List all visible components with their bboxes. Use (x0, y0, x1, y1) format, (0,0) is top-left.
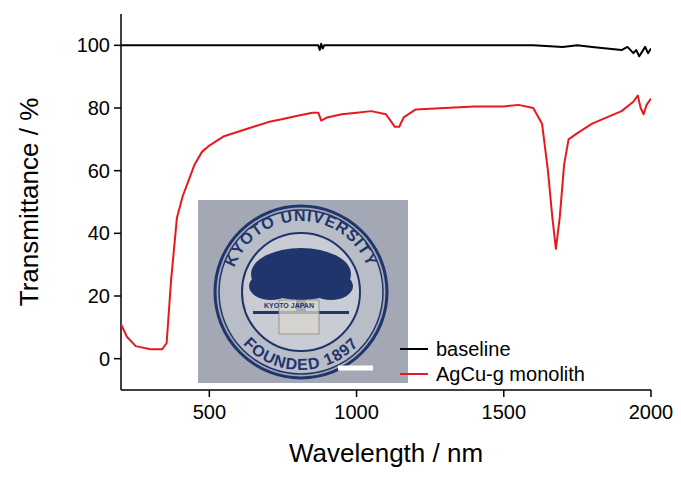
x-tick-label: 500 (193, 401, 226, 423)
x-tick (503, 390, 505, 397)
inset-background (198, 200, 408, 383)
y-tick-label: 40 (88, 222, 110, 244)
x-axis (121, 389, 651, 391)
series-line (121, 44, 651, 57)
tree-crown (249, 272, 293, 300)
seal-inner (242, 233, 360, 351)
scale-bar (338, 366, 373, 371)
x-tick (209, 390, 211, 397)
seal-outer-ring (215, 206, 387, 378)
inset-photo: KYOTO UNIVERSITYFOUNDED 1897KYOTO JAPAN (198, 200, 408, 383)
y-tick (114, 45, 121, 47)
y-tick (114, 295, 121, 297)
y-tick-label: 60 (88, 160, 110, 182)
legend-label: baseline (436, 338, 511, 360)
x-tick-label: 1500 (482, 401, 527, 423)
legend-swatch (400, 348, 428, 350)
y-tick (114, 233, 121, 235)
plot-lines (121, 44, 651, 350)
series-line (121, 95, 651, 349)
y-axis-title: Transmittance / % (14, 98, 44, 307)
y-tick (114, 107, 121, 109)
y-tick-label: 80 (88, 97, 110, 119)
chart: 0 20 40 60 80 100 500 1000 1500 2000 Wavelength / … (0, 0, 681, 478)
y-tick-label: 100 (77, 34, 110, 56)
x-tick-label: 2000 (629, 401, 674, 423)
tree-crown (309, 272, 353, 300)
seal-small-text: KYOTO JAPAN (264, 302, 314, 309)
y-axis (120, 14, 122, 390)
y-tick-label: 0 (99, 348, 110, 370)
y-tick (114, 170, 121, 172)
x-tick (650, 390, 652, 397)
legend-swatch (400, 373, 428, 375)
x-tick-label: 1000 (334, 401, 379, 423)
y-tick-label: 20 (88, 285, 110, 307)
legend-label: AgCu-g monolith (436, 363, 585, 385)
x-axis-title: Wavelength / nm (289, 438, 483, 468)
y-tick (114, 358, 121, 360)
x-tick (356, 390, 358, 397)
legend: baseline AgCu-g monolith (400, 338, 585, 385)
